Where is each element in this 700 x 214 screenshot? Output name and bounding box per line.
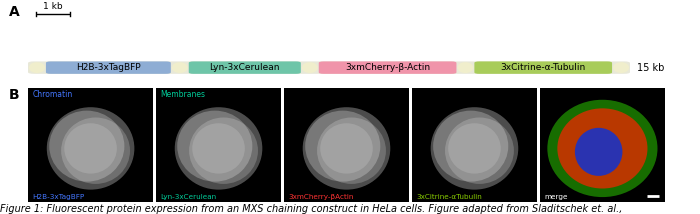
Ellipse shape	[189, 117, 258, 184]
Ellipse shape	[557, 108, 648, 189]
Ellipse shape	[177, 111, 252, 182]
Ellipse shape	[193, 123, 245, 174]
Ellipse shape	[448, 123, 500, 174]
Ellipse shape	[302, 62, 318, 73]
Text: 3xmCherry-βActin: 3xmCherry-βActin	[288, 194, 354, 200]
Text: Membranes: Membranes	[160, 90, 205, 99]
Ellipse shape	[430, 107, 518, 190]
Ellipse shape	[47, 107, 134, 190]
Text: 3xCitrine-α-Tubulin: 3xCitrine-α-Tubulin	[500, 63, 586, 72]
Text: H2B-3xTagBFP: H2B-3xTagBFP	[76, 63, 141, 72]
Text: 1 kb: 1 kb	[43, 2, 63, 11]
Ellipse shape	[49, 111, 125, 182]
FancyBboxPatch shape	[189, 61, 301, 74]
Ellipse shape	[305, 111, 380, 182]
Text: Lyn-3xCerulean: Lyn-3xCerulean	[209, 63, 280, 72]
Text: Figure 1: Fluorescent protein expression from an MXS chaining construct in HeLa : Figure 1: Fluorescent protein expression…	[0, 204, 622, 214]
Ellipse shape	[457, 62, 473, 73]
Ellipse shape	[433, 111, 508, 182]
FancyBboxPatch shape	[28, 61, 630, 74]
Ellipse shape	[547, 100, 657, 197]
Ellipse shape	[172, 62, 188, 73]
Bar	[284, 88, 409, 202]
FancyBboxPatch shape	[475, 61, 612, 74]
Ellipse shape	[320, 123, 373, 174]
Ellipse shape	[61, 117, 130, 184]
Text: A: A	[9, 5, 20, 19]
Ellipse shape	[64, 123, 117, 174]
Text: Lyn-3xCerulean: Lyn-3xCerulean	[160, 194, 216, 200]
Bar	[28, 88, 153, 202]
Bar	[156, 88, 281, 202]
Ellipse shape	[29, 62, 45, 73]
Text: 3xmCherry-β-Actin: 3xmCherry-β-Actin	[345, 63, 430, 72]
Ellipse shape	[445, 117, 514, 184]
Text: merge: merge	[544, 194, 568, 200]
Ellipse shape	[575, 128, 622, 176]
FancyBboxPatch shape	[46, 61, 171, 74]
Ellipse shape	[317, 117, 386, 184]
FancyBboxPatch shape	[318, 61, 456, 74]
Bar	[412, 88, 537, 202]
Ellipse shape	[302, 107, 391, 190]
Text: H2B-3xTagBFP: H2B-3xTagBFP	[32, 194, 85, 200]
Ellipse shape	[175, 107, 262, 190]
Bar	[540, 88, 665, 202]
Text: B: B	[9, 88, 20, 102]
Text: 3xCitrine-αTubulin: 3xCitrine-αTubulin	[416, 194, 482, 200]
Text: 15 kb: 15 kb	[637, 63, 664, 73]
Text: Chromatin: Chromatin	[32, 90, 73, 99]
Ellipse shape	[613, 62, 629, 73]
